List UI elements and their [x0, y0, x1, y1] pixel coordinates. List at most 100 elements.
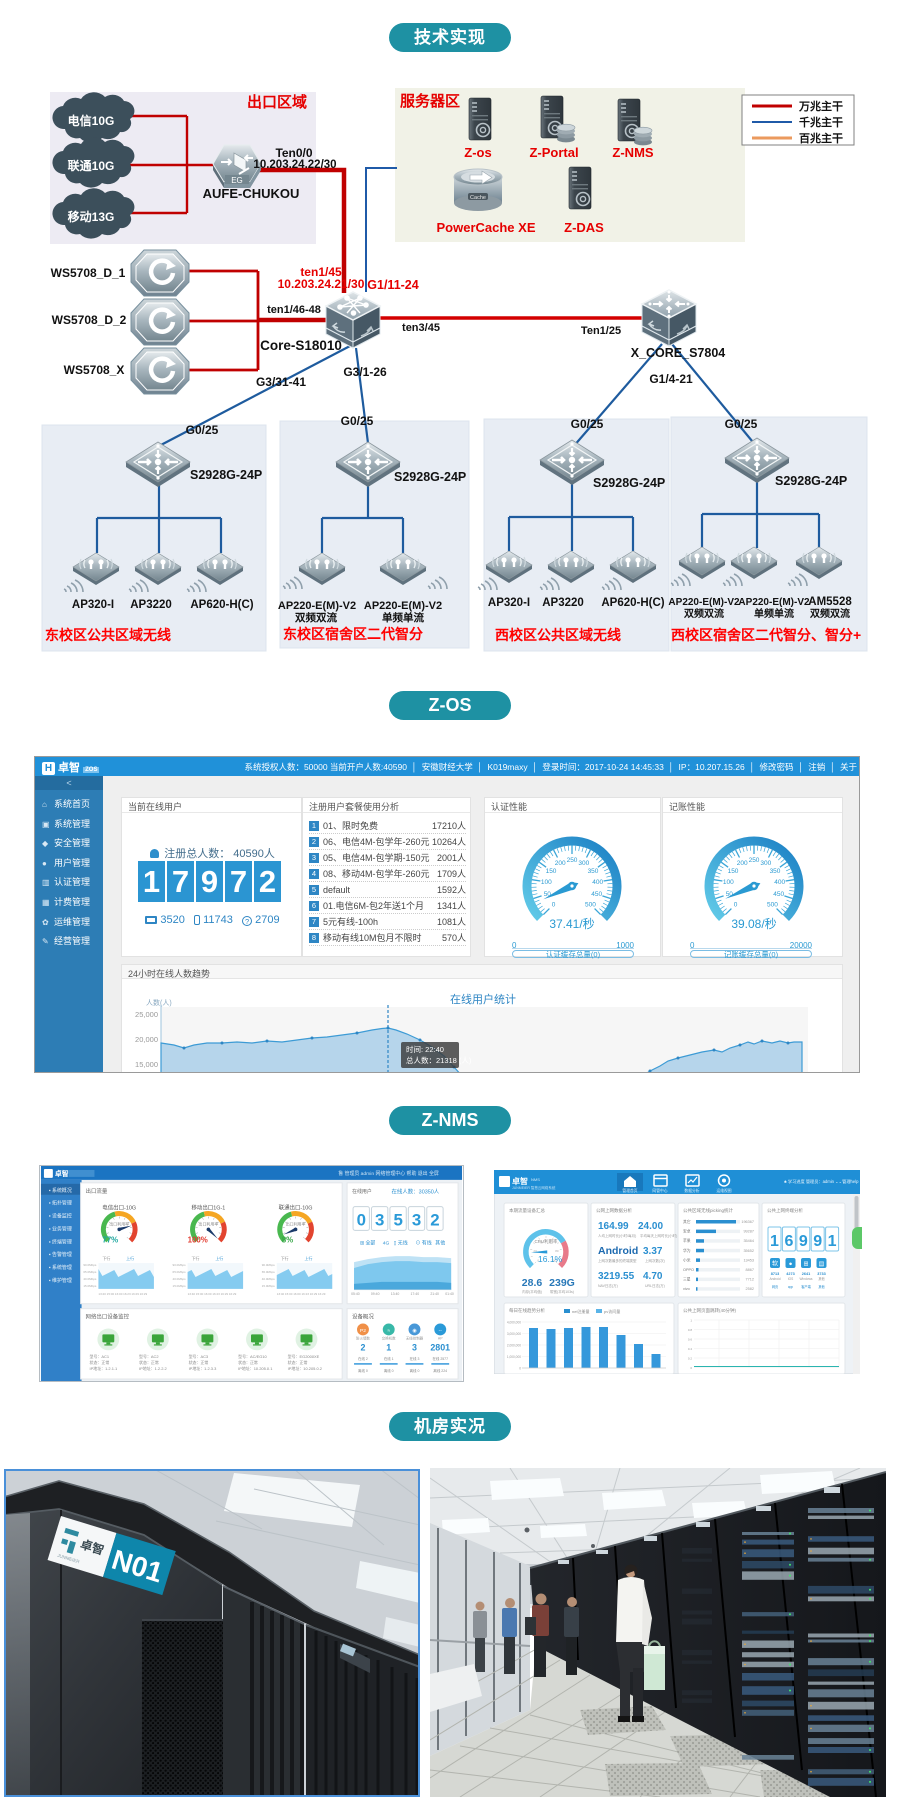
- svg-text:Android: Android: [598, 1245, 638, 1257]
- svg-text:URL日志(万): URL日志(万): [645, 1283, 665, 1288]
- svg-text:运维视图: 运维视图: [716, 1188, 731, 1193]
- svg-text:28.6: 28.6: [522, 1277, 543, 1289]
- svg-text:Windows: Windows: [800, 1277, 813, 1281]
- svg-text:ten3/45: ten3/45: [402, 322, 440, 334]
- svg-text:上行: 上行: [215, 1256, 223, 1261]
- svg-text:电信出口-10G: 电信出口-10G: [102, 1204, 136, 1212]
- svg-text:500: 500: [585, 902, 596, 909]
- svg-text:东校区宿舍区二代智分: 东校区宿舍区二代智分: [283, 626, 423, 642]
- svg-text:Z-Portal: Z-Portal: [529, 145, 578, 160]
- svg-text:5: 5: [393, 1210, 402, 1229]
- svg-text:90.0Mbps: 90.0Mbps: [262, 1263, 276, 1267]
- svg-text:0: 0: [552, 902, 556, 909]
- svg-text:时间: 22:40: 时间: 22:40: [406, 1044, 444, 1054]
- svg-text:X_CORE_S7804: X_CORE_S7804: [631, 346, 726, 360]
- svg-text:13:40 15:00 16:00 16:23 16:29: 13:40 15:00 16:00 16:23 16:29 16:29: [188, 1292, 237, 1296]
- svg-text:公共区域无线picking统计: 公共区域无线picking统计: [683, 1207, 734, 1214]
- svg-text:P2: P2: [360, 1328, 366, 1334]
- svg-text:1: 1: [386, 1342, 391, 1352]
- svg-text:7712: 7712: [746, 1278, 754, 1282]
- svg-text:1: 1: [690, 1319, 692, 1323]
- svg-text:IP地址：10.205.0.1: IP地址：10.205.0.1: [238, 1366, 272, 1371]
- svg-text:东校区公共区域无线: 东校区公共区域无线: [45, 627, 171, 643]
- svg-text:0: 0: [519, 1367, 521, 1371]
- svg-text:164.99: 164.99: [598, 1221, 629, 1232]
- svg-text:100: 100: [551, 1258, 556, 1262]
- svg-text:IP地址：10.205.0.2: IP地址：10.205.0.2: [288, 1366, 322, 1371]
- svg-text:250: 250: [567, 857, 578, 864]
- svg-text:4,000,000: 4,000,000: [507, 1321, 521, 1325]
- svg-text:450: 450: [773, 891, 784, 898]
- svg-text:8%: 8%: [282, 1235, 293, 1244]
- svg-text:双频双流: 双频双流: [810, 607, 850, 620]
- svg-text:AUFE-CHUKOU: AUFE-CHUKOU: [203, 186, 300, 201]
- svg-text:WS5708_D_1: WS5708_D_1: [51, 266, 126, 280]
- svg-text:状态：正常: 状态：正常: [189, 1360, 209, 1365]
- svg-text:万兆主干: 万兆主干: [798, 99, 843, 113]
- svg-text:单频单流: 单频单流: [382, 611, 424, 624]
- svg-text:百兆主干: 百兆主干: [799, 131, 843, 145]
- svg-text:500: 500: [767, 902, 778, 909]
- svg-text:239G: 239G: [549, 1277, 575, 1289]
- svg-text:型号：AC2: 型号：AC2: [139, 1354, 159, 1359]
- svg-text:01:40: 01:40: [445, 1292, 454, 1296]
- svg-text:4273: 4273: [786, 1272, 794, 1276]
- svg-text:下行: 下行: [281, 1256, 289, 1261]
- svg-text:vivo: vivo: [683, 1287, 690, 1291]
- svg-text:▪ 设备监控: ▪ 设备监控: [49, 1213, 72, 1220]
- svg-text:300: 300: [760, 860, 771, 867]
- svg-text:▪ 系统概况: ▪ 系统概况: [49, 1187, 72, 1194]
- svg-text:人均上网时长(小时/每月): 人均上网时长(小时/每月): [598, 1233, 636, 1238]
- svg-text:上行: 上行: [305, 1256, 313, 1261]
- svg-text:⊞: ⊞: [803, 1262, 808, 1268]
- svg-text:15.0Mbps: 15.0Mbps: [83, 1284, 97, 1288]
- svg-text:0.4: 0.4: [688, 1347, 693, 1351]
- svg-text:2: 2: [430, 1210, 439, 1229]
- svg-text:13453: 13453: [743, 1258, 754, 1262]
- svg-text:200: 200: [555, 860, 566, 867]
- svg-text:S2928G-24P: S2928G-24P: [593, 476, 665, 490]
- svg-text:网络出口设备监控: 网络出口设备监控: [86, 1313, 130, 1321]
- svg-text:状态：正常: 状态：正常: [90, 1360, 110, 1365]
- svg-text:设备概况: 设备概况: [352, 1313, 374, 1321]
- svg-text:双频双流: 双频双流: [684, 607, 724, 620]
- svg-text:AP620-H(C): AP620-H(C): [190, 599, 253, 611]
- svg-text:出口利用率: 出口利用率: [286, 1221, 306, 1226]
- svg-text:60: 60: [549, 1241, 553, 1245]
- svg-text:0.2: 0.2: [688, 1357, 693, 1361]
- svg-text:上网次数最多的终端类型: 上网次数最多的终端类型: [598, 1258, 637, 1263]
- svg-text:G3/1-26: G3/1-26: [343, 365, 387, 379]
- svg-text:内存(平均值): 内存(平均值): [522, 1289, 542, 1294]
- svg-text:Z-DAS: Z-DAS: [564, 220, 604, 235]
- svg-text:24.00: 24.00: [638, 1221, 663, 1232]
- svg-text:13:40 15:00 16:00 16:23 16:29: 13:40 15:00 16:00 16:23 16:29 16:29: [98, 1292, 147, 1296]
- svg-text:卓智: 卓智: [55, 1169, 69, 1178]
- svg-text:IP地址：1.2.3.3: IP地址：1.2.3.3: [189, 1366, 217, 1371]
- svg-text:G0/25: G0/25: [186, 423, 219, 437]
- svg-text:40.0Mbps: 40.0Mbps: [173, 1277, 187, 1281]
- svg-text:Android: Android: [770, 1277, 781, 1281]
- svg-text:每日在线趋势分析: 每日在线趋势分析: [509, 1307, 545, 1314]
- svg-text:25,000: 25,000: [135, 1010, 158, 1019]
- svg-text:Core-S18010: Core-S18010: [260, 338, 342, 353]
- svg-text:10.203.24.21/30: 10.203.24.21/30: [278, 277, 365, 291]
- svg-text:300: 300: [578, 860, 589, 867]
- svg-text:⊙ 有线: ⊙ 有线: [415, 1239, 431, 1246]
- svg-text:0: 0: [537, 1258, 539, 1262]
- svg-text:其他: 其他: [435, 1239, 445, 1246]
- svg-text:型号：EG2000XE: 型号：EG2000XE: [288, 1354, 320, 1359]
- svg-text:电信10G: 电信10G: [68, 113, 115, 128]
- svg-text:苹果: 苹果: [683, 1238, 691, 1243]
- svg-text:40.0Mbps: 40.0Mbps: [262, 1277, 276, 1281]
- svg-text:数据分析: 数据分析: [684, 1188, 699, 1193]
- svg-text:下行: 下行: [102, 1256, 110, 1261]
- svg-text:6: 6: [784, 1233, 793, 1250]
- svg-text:3: 3: [375, 1210, 384, 1229]
- svg-text:100%: 100%: [188, 1235, 208, 1244]
- svg-text:安卓: 安卓: [683, 1229, 691, 1234]
- svg-text:在线 3: 在线 3: [410, 1356, 420, 1361]
- svg-text:100: 100: [723, 879, 734, 886]
- svg-text:公共上网终端分析: 公共上网终端分析: [767, 1207, 803, 1214]
- svg-text:G0/25: G0/25: [725, 417, 758, 431]
- svg-text:公共上网页面跳转(40分钟): 公共上网页面跳转(40分钟): [683, 1307, 737, 1314]
